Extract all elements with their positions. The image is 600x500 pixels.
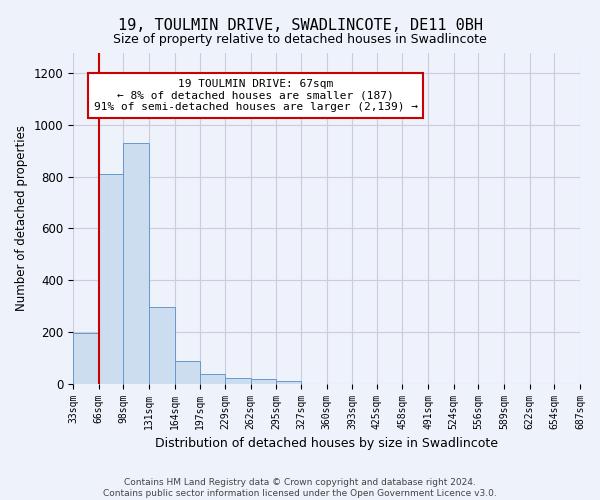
Bar	[124, 143, 149, 384]
Text: Size of property relative to detached houses in Swadlincote: Size of property relative to detached ho…	[113, 32, 487, 46]
Bar	[149, 308, 175, 384]
Text: 19, TOULMIN DRIVE, SWADLINCOTE, DE11 0BH: 19, TOULMIN DRIVE, SWADLINCOTE, DE11 0BH	[118, 18, 482, 32]
Bar	[200, 374, 225, 384]
Bar	[225, 378, 251, 384]
Bar	[251, 379, 276, 384]
Text: 19 TOULMIN DRIVE: 67sqm
← 8% of detached houses are smaller (187)
91% of semi-de: 19 TOULMIN DRIVE: 67sqm ← 8% of detached…	[94, 79, 418, 112]
Bar	[98, 174, 124, 384]
X-axis label: Distribution of detached houses by size in Swadlincote: Distribution of detached houses by size …	[155, 437, 498, 450]
Bar	[73, 333, 98, 384]
Text: Contains HM Land Registry data © Crown copyright and database right 2024.
Contai: Contains HM Land Registry data © Crown c…	[103, 478, 497, 498]
Y-axis label: Number of detached properties: Number of detached properties	[15, 125, 28, 311]
Bar	[276, 380, 301, 384]
Bar	[175, 361, 200, 384]
